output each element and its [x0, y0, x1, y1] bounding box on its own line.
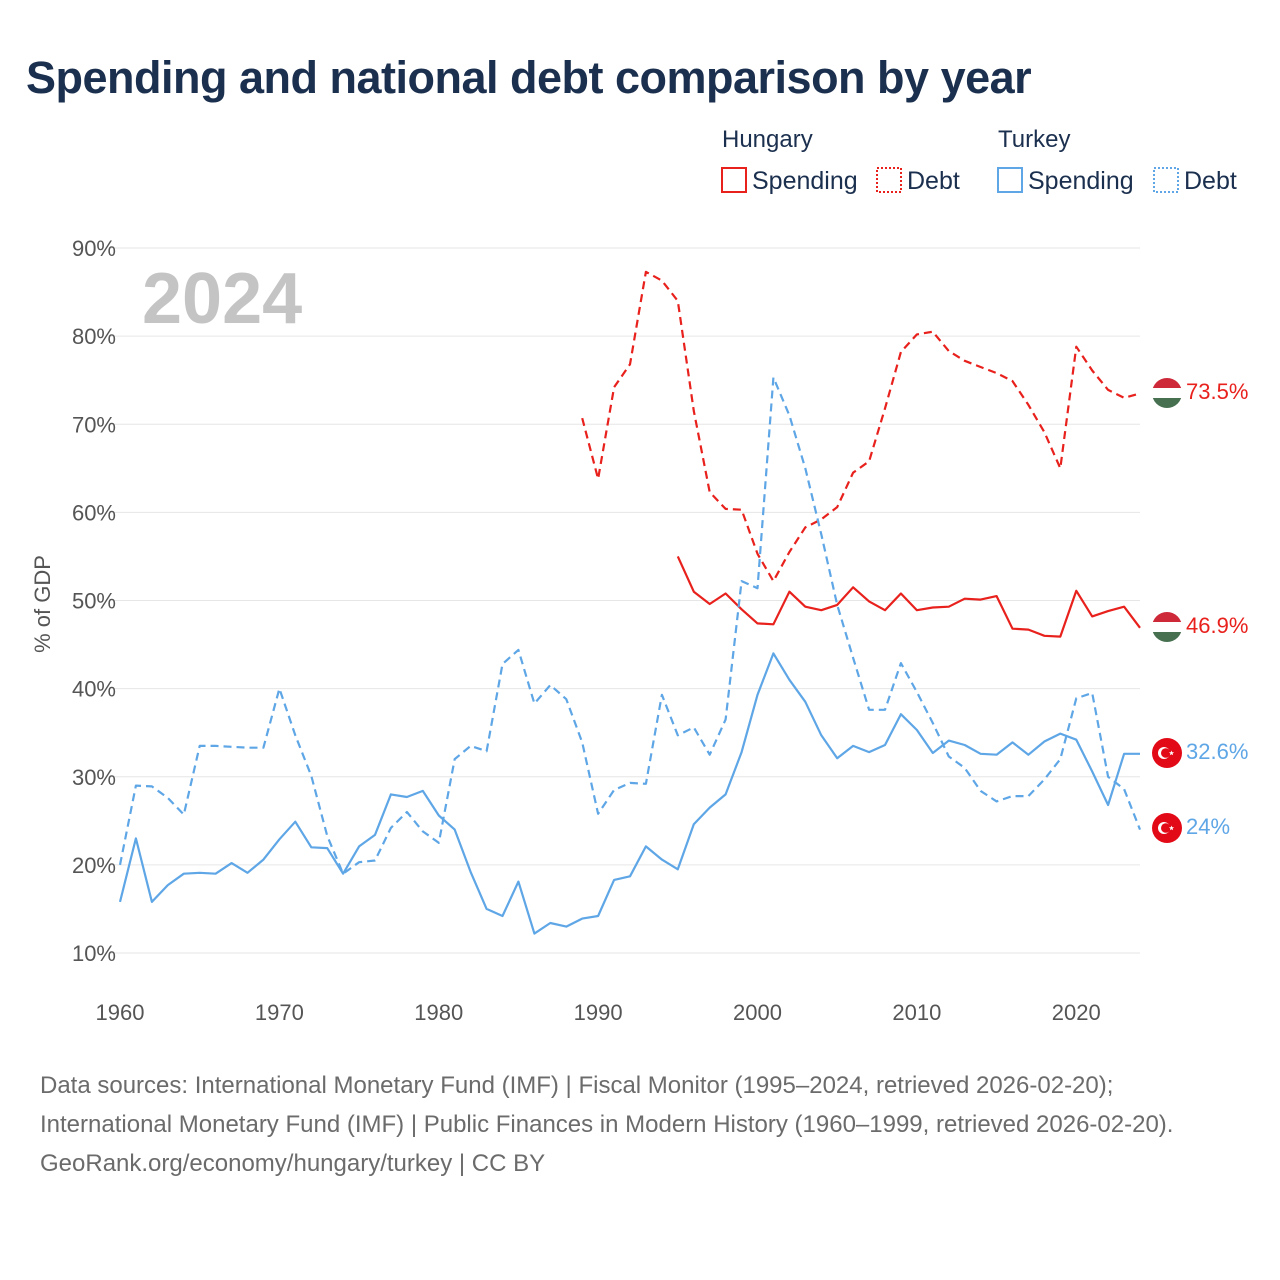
end-label-turkey-debt: 24% — [1186, 814, 1230, 839]
series-line-hungary-spending — [676, 555, 1141, 638]
legend-label-turkey-debt[interactable]: Debt — [1184, 167, 1237, 195]
credit-link[interactable]: GeoRank.org/economy/hungary/turkey | CC … — [40, 1150, 546, 1177]
flag-turkey-icon — [1152, 813, 1182, 843]
legend-label-hungary-spending[interactable]: Spending — [752, 167, 858, 195]
x-tick-label: 1970 — [255, 1000, 304, 1025]
y-tick-label: 60% — [72, 500, 116, 525]
series-line-turkey-spending — [118, 652, 1140, 935]
x-tick-label: 1990 — [574, 1000, 623, 1025]
y-axis-label: % of GDP — [30, 555, 55, 653]
y-tick-label: 90% — [72, 236, 116, 261]
x-tick-label: 1960 — [96, 1000, 145, 1025]
y-axis-ticks: 10% 20% 30% 40% 50% 60% 70% 80% 90% — [72, 236, 116, 966]
flag-hungary-icon — [1152, 378, 1182, 408]
y-tick-label: 80% — [72, 324, 116, 349]
legend: Hungary Turkey Spending Debt Spending De… — [721, 126, 1237, 195]
series-layer — [118, 270, 1142, 935]
data-sources: Data sources: International Monetary Fun… — [40, 1072, 1174, 1138]
footer: Data sources: International Monetary Fun… — [40, 1066, 1240, 1183]
end-label-hungary-spending: 46.9% — [1186, 613, 1248, 638]
legend-label-turkey-spending[interactable]: Spending — [1028, 167, 1134, 195]
x-tick-label: 2010 — [892, 1000, 941, 1025]
legend-group-hungary: Hungary — [722, 126, 813, 153]
end-label-hungary-debt: 73.5% — [1186, 379, 1248, 404]
y-tick-label: 70% — [72, 412, 116, 437]
series-line-hungary-debt — [581, 270, 1141, 583]
x-tick-label: 2020 — [1052, 1000, 1101, 1025]
y-tick-label: 30% — [72, 765, 116, 790]
flag-hungary-icon — [1152, 612, 1182, 642]
legend-swatch-hungary-debt[interactable] — [876, 167, 902, 193]
flag-turkey-icon — [1152, 738, 1182, 768]
y-tick-label: 40% — [72, 677, 116, 702]
legend-swatch-hungary-spending[interactable] — [721, 167, 747, 193]
year-watermark: 2024 — [142, 259, 302, 339]
legend-swatch-turkey-spending[interactable] — [997, 167, 1023, 193]
x-tick-label: 2000 — [733, 1000, 782, 1025]
y-tick-label: 20% — [72, 853, 116, 878]
y-tick-label: 50% — [72, 589, 116, 614]
page-title: Spending and national debt comparison by… — [26, 52, 1032, 103]
line-chart: Hungary Turkey Spending Debt Spending De… — [30, 126, 1248, 1025]
x-tick-label: 1980 — [414, 1000, 463, 1025]
series-line-turkey-debt — [118, 376, 1142, 875]
legend-swatch-turkey-debt[interactable] — [1153, 167, 1179, 193]
grid-lines — [110, 247, 1140, 954]
y-tick-label: 10% — [72, 941, 116, 966]
legend-label-hungary-debt[interactable]: Debt — [907, 167, 960, 195]
legend-group-turkey: Turkey — [998, 126, 1070, 153]
x-axis-ticks: 1960 1970 1980 1990 2000 2010 2020 — [96, 1000, 1101, 1025]
end-label-turkey-spending: 32.6% — [1186, 739, 1248, 764]
